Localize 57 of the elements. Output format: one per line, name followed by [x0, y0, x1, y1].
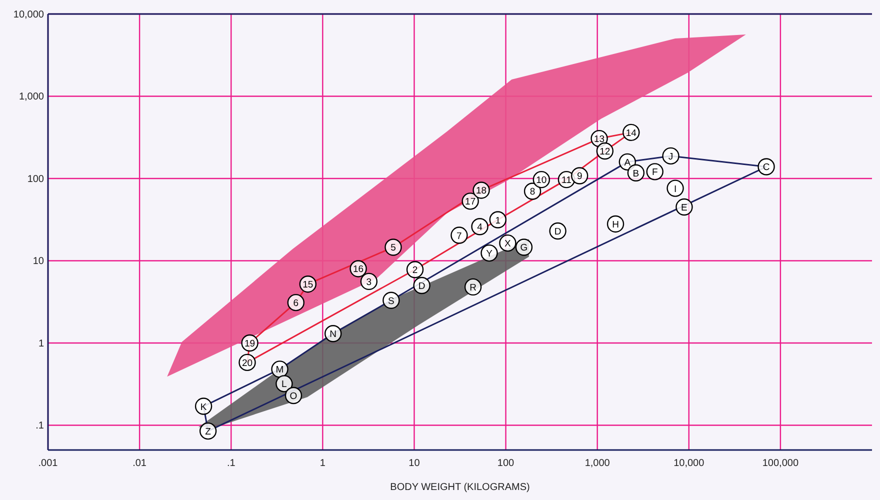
annotation: N [330, 329, 337, 340]
annotation: D [418, 281, 426, 292]
x-tick-label: 10,000 [674, 458, 705, 469]
y-tick-label: .1 [36, 420, 44, 432]
annotation: 1 [495, 215, 501, 226]
annotation: A [624, 157, 632, 168]
annotation: F [652, 167, 658, 178]
annotation: 2 [412, 265, 418, 276]
x-axis-title: BODY WEIGHT (KILOGRAMS) [390, 482, 530, 493]
annotation: 3 [366, 276, 372, 288]
annotation: 6 [293, 298, 299, 310]
x-tick-label: 100,000 [762, 458, 799, 469]
annotation: M [276, 364, 284, 376]
x-tick-label: 1,000 [584, 458, 610, 469]
annotation: K [200, 402, 208, 413]
annotation: 15 [302, 280, 314, 291]
annotation: Z [205, 426, 212, 438]
annotation: I [674, 184, 677, 195]
annotation: H [612, 219, 620, 230]
annotation: 16 [353, 264, 364, 276]
annotation: O [290, 390, 298, 402]
annotation: 17 [465, 196, 476, 208]
annotation: Y [486, 248, 494, 260]
annotation: D [554, 226, 562, 238]
x-tick-label: 100 [497, 458, 515, 469]
x-tick-label: .01 [132, 458, 147, 469]
annotation: 14 [626, 128, 636, 139]
x-tick-label: 10 [408, 458, 420, 469]
y-tick-label: 10 [32, 256, 44, 268]
annotation: X [504, 238, 512, 250]
annotation: R [470, 282, 477, 294]
annotation: J [668, 151, 674, 162]
annotation: 8 [530, 186, 536, 198]
annotation: L [282, 379, 287, 390]
annotation: B [632, 168, 640, 180]
annotation: 20 [242, 358, 253, 369]
y-tick-label: 10,000 [13, 10, 44, 20]
annotation: 12 [600, 146, 610, 158]
x-tick-label: 1 [320, 458, 326, 469]
annotation: 13 [594, 134, 605, 146]
annotation: S [388, 296, 394, 307]
annotation: G [520, 242, 528, 254]
annotation: 10 [536, 175, 547, 186]
x-tick-label: .1 [226, 458, 236, 469]
y-tick-label: 100 [27, 174, 44, 185]
y-tick-label: 1 [38, 338, 44, 350]
annotation: 5 [390, 242, 396, 254]
annotation: 4 [477, 222, 482, 234]
annotation: 11 [562, 175, 572, 186]
annotation: 9 [576, 171, 582, 182]
y-tick-label: 1,000 [18, 92, 44, 103]
annotation: 7 [456, 230, 462, 242]
annotation: C [762, 162, 770, 174]
annotation: 19 [244, 338, 256, 350]
annotation: 18 [476, 186, 487, 197]
x-tick-label: .001 [38, 458, 58, 469]
annotation: E [681, 202, 688, 214]
